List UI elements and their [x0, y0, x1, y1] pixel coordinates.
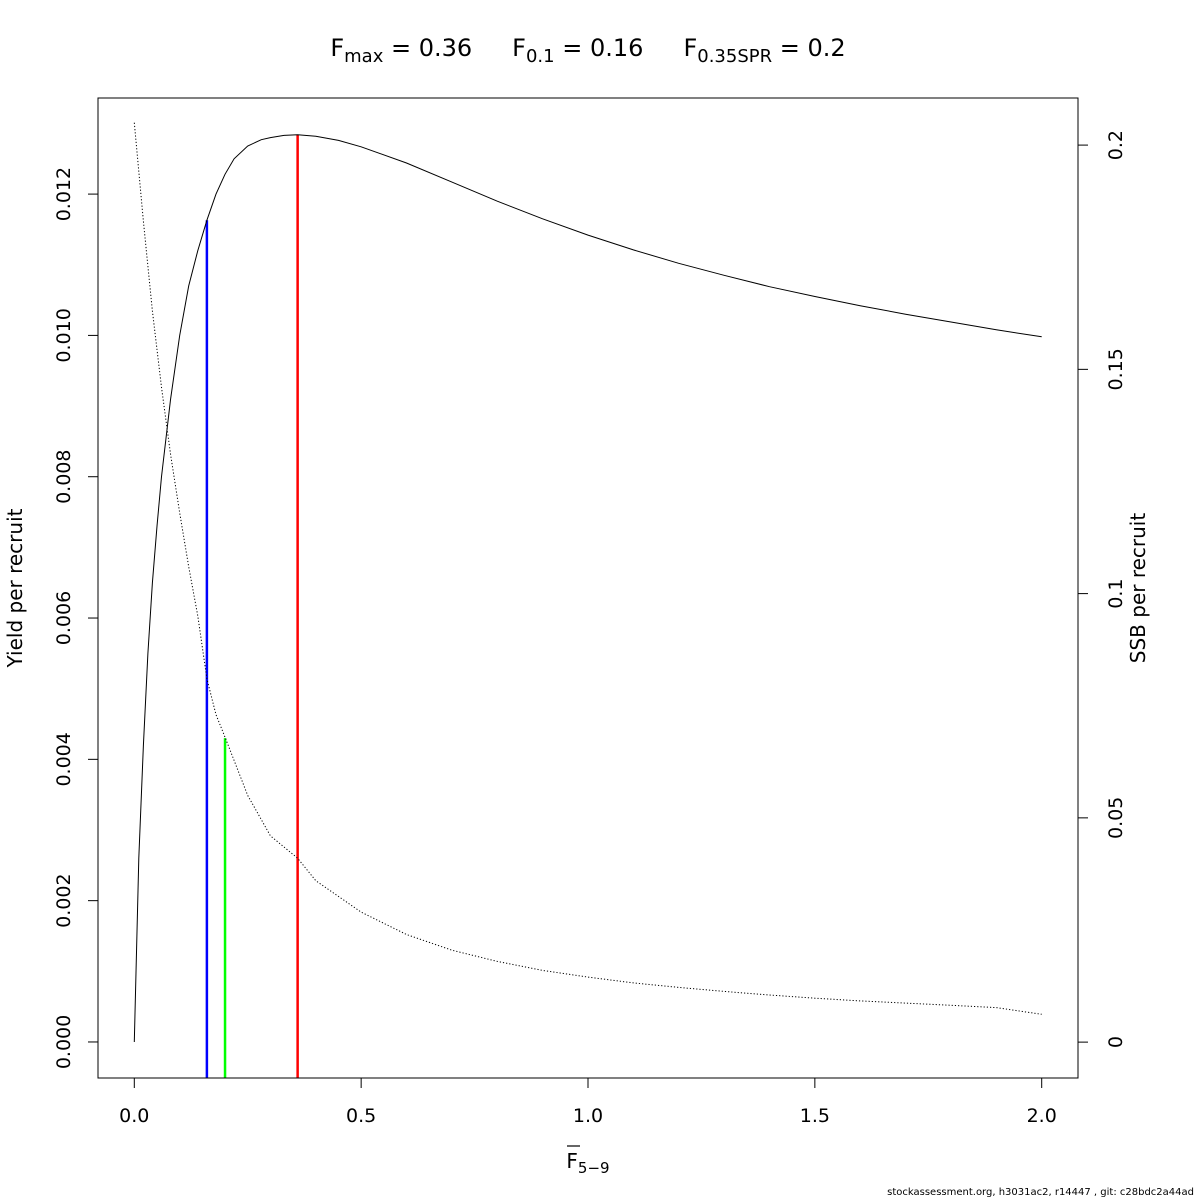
y-left-tick-label: 0.008: [53, 450, 75, 504]
y-left-tick-label: 0.006: [53, 591, 75, 645]
x-tick-label: 1.5: [800, 1105, 830, 1127]
y-left-tick-label: 0.002: [53, 873, 75, 927]
x-tick-label: 0.0: [119, 1105, 149, 1127]
reference-lines: [205, 134, 299, 1078]
y-right-tick-label: 0.05: [1105, 797, 1127, 839]
x-axis-label-main: F: [566, 1149, 578, 1173]
title-part-1: F: [512, 34, 526, 62]
x-axis-label: F5−9: [566, 1149, 609, 1177]
x-tick-label: 1.0: [573, 1105, 603, 1127]
y-right-tick-label: 0.15: [1105, 348, 1127, 390]
title-part-0-sub: max: [344, 46, 384, 67]
x-tick-label: 2.0: [1027, 1105, 1057, 1127]
y-left-tick-label: 0.000: [53, 1015, 75, 1069]
y-left-tick-label: 0.012: [53, 167, 75, 221]
x-axis-label-sub: 5−9: [578, 1159, 610, 1177]
x-tick-label: 0.5: [346, 1105, 376, 1127]
y-axis-right-label: SSB per recruit: [1126, 513, 1150, 664]
title-part-1-sub: 0.1: [526, 46, 555, 67]
y-left-tick-label: 0.010: [53, 308, 75, 362]
ssb-per-recruit-line: [133, 122, 1042, 1015]
title-part-0: F: [330, 34, 344, 62]
y-axis-left-label: Yield per recruit: [3, 508, 27, 668]
yield-per-recruit-line: [133, 134, 1042, 1043]
y-right-tick-label: 0: [1105, 1036, 1127, 1048]
plot-frame: [97, 97, 1079, 1079]
y-axis-right: 0 0.05 0.1 0.15 0.2: [1077, 130, 1127, 1048]
title-part-0-value: = 0.36: [383, 34, 472, 62]
footer-credit: stockassessment.org, h3031ac2, r14447 , …: [887, 1187, 1194, 1198]
y-right-tick-label: 0.2: [1105, 130, 1127, 160]
title-part-2: F: [683, 34, 697, 62]
title-part-2-value: = 0.2: [772, 34, 846, 62]
x-axis: 0.0 0.5 1.0 1.5 2.0: [119, 1077, 1057, 1127]
title-part-2-sub: 0.35SPR: [697, 46, 772, 67]
y-right-tick-label: 0.1: [1105, 578, 1127, 608]
chart-title: Fmax = 0.36 F0.1 = 0.16 F0.35SPR = 0.2: [330, 34, 845, 67]
y-left-tick-label: 0.004: [53, 732, 75, 786]
series-group: [133, 122, 1042, 1043]
title-part-1-value: = 0.16: [555, 34, 644, 62]
y-axis-left: 0.000 0.002 0.004 0.006 0.008 0.010 0.012: [53, 167, 99, 1069]
